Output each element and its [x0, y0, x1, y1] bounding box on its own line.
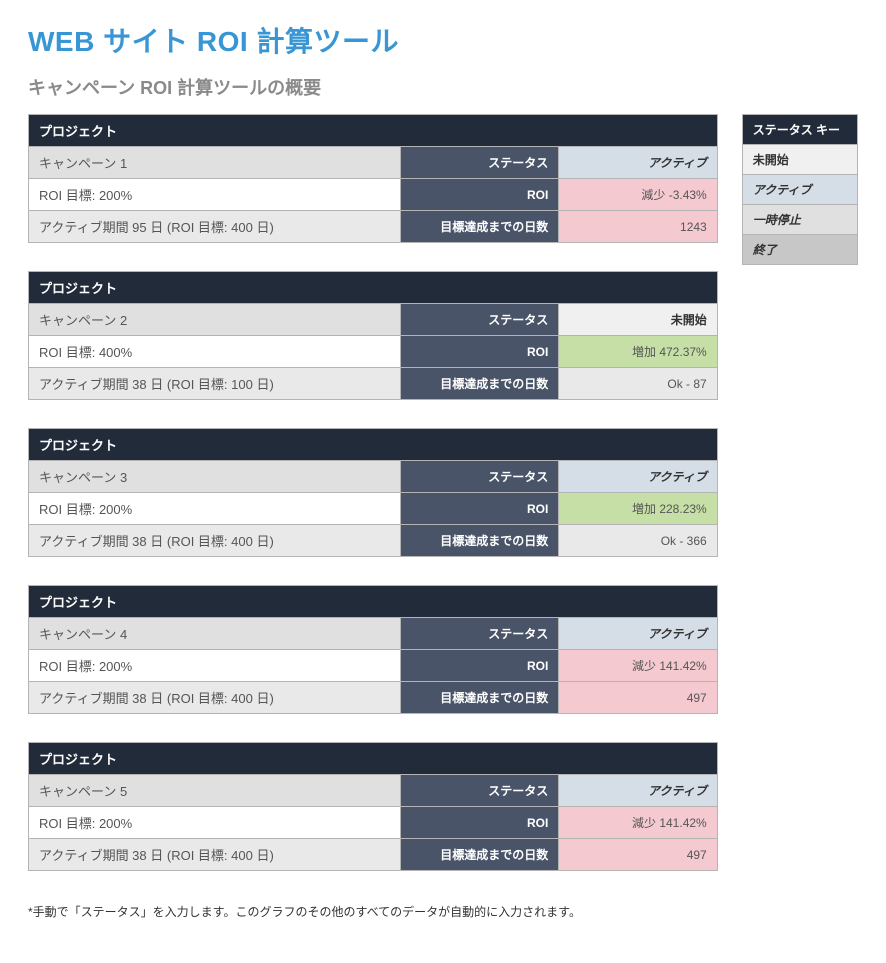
roi-label: ROI — [400, 650, 558, 682]
status-value: アクティブ — [559, 775, 717, 807]
project-table: プロジェクトキャンペーン 5ステータスアクティブ ROI 目標: 200%ROI減… — [28, 742, 718, 871]
period-text: アクティブ期間 38 日 (ROI 目標: 100 日) — [29, 368, 401, 400]
days-value: Ok - 87 — [559, 368, 717, 400]
days-label: 目標達成までの日数 — [400, 839, 558, 871]
project-header: プロジェクト — [29, 272, 718, 304]
roi-label: ROI — [400, 336, 558, 368]
project-table: プロジェクトキャンペーン 2ステータス未開始 ROI 目標: 400%ROI増加 … — [28, 271, 718, 400]
project-table: プロジェクトキャンペーン 4ステータスアクティブ ROI 目標: 200%ROI減… — [28, 585, 718, 714]
days-value: 497 — [559, 839, 717, 871]
footnote: *手動で「ステータス」を入力します。このグラフのその他のすべてのデータが自動的に… — [28, 903, 858, 920]
roi-value: 減少 141.42% — [559, 807, 717, 839]
status-key-paused: 一時停止 — [742, 205, 857, 235]
campaign-name: キャンペーン 2 — [29, 304, 401, 336]
roi-goal-text: ROI 目標: 200% — [29, 650, 401, 682]
campaign-name: キャンペーン 1 — [29, 147, 401, 179]
projects-list: プロジェクトキャンペーン 1ステータスアクティブROI 目標: 200%ROI減… — [28, 114, 718, 899]
project-table: プロジェクトキャンペーン 1ステータスアクティブ ROI 目標: 200%ROI減… — [28, 114, 718, 243]
page-subtitle: キャンペーン ROI 計算ツールの概要 — [28, 74, 858, 100]
days-value: Ok - 366 — [559, 525, 717, 557]
period-text: アクティブ期間 38 日 (ROI 目標: 400 日) — [29, 839, 401, 871]
campaign-name: キャンペーン 5 — [29, 775, 401, 807]
roi-value: 減少 141.42% — [559, 650, 717, 682]
campaign-name: キャンペーン 3 — [29, 461, 401, 493]
status-value: 未開始 — [559, 304, 717, 336]
status-label: ステータス — [400, 618, 558, 650]
status-key-table: ステータス キー 未開始 アクティブ 一時停止 終了 — [742, 114, 858, 265]
roi-value: 減少 -3.43% — [559, 179, 717, 211]
roi-value: 増加 228.23% — [559, 493, 717, 525]
project-header: プロジェクト — [29, 115, 718, 147]
status-label: ステータス — [400, 147, 558, 179]
days-label: 目標達成までの日数 — [400, 211, 558, 243]
days-value: 497 — [559, 682, 717, 714]
roi-label: ROI — [400, 493, 558, 525]
roi-label: ROI — [400, 807, 558, 839]
status-key-not-started: 未開始 — [742, 145, 857, 175]
status-value: アクティブ — [559, 461, 717, 493]
roi-goal-text: ROI 目標: 200% — [29, 807, 401, 839]
period-text: アクティブ期間 38 日 (ROI 目標: 400 日) — [29, 682, 401, 714]
period-text: アクティブ期間 95 日 (ROI 目標: 400 日) — [29, 211, 401, 243]
period-text: アクティブ期間 38 日 (ROI 目標: 400 日) — [29, 525, 401, 557]
status-key-header: ステータス キー — [742, 115, 857, 145]
page-title: WEB サイト ROI 計算ツール — [28, 20, 858, 60]
project-table: プロジェクトキャンペーン 3ステータスアクティブ ROI 目標: 200%ROI増… — [28, 428, 718, 557]
status-label: ステータス — [400, 775, 558, 807]
campaign-name: キャンペーン 4 — [29, 618, 401, 650]
days-label: 目標達成までの日数 — [400, 682, 558, 714]
roi-value: 増加 472.37% — [559, 336, 717, 368]
days-value: 1243 — [559, 211, 717, 243]
roi-goal-text: ROI 目標: 200% — [29, 179, 401, 211]
status-key-active: アクティブ — [742, 175, 857, 205]
roi-label: ROI — [400, 179, 558, 211]
roi-goal-text: ROI 目標: 200% — [29, 493, 401, 525]
status-label: ステータス — [400, 461, 558, 493]
status-key-ended: 終了 — [742, 235, 857, 265]
project-header: プロジェクト — [29, 429, 718, 461]
days-label: 目標達成までの日数 — [400, 525, 558, 557]
status-label: ステータス — [400, 304, 558, 336]
status-value: アクティブ — [559, 618, 717, 650]
roi-goal-text: ROI 目標: 400% — [29, 336, 401, 368]
days-label: 目標達成までの日数 — [400, 368, 558, 400]
project-header: プロジェクト — [29, 743, 718, 775]
project-header: プロジェクト — [29, 586, 718, 618]
status-value: アクティブ — [559, 147, 717, 179]
